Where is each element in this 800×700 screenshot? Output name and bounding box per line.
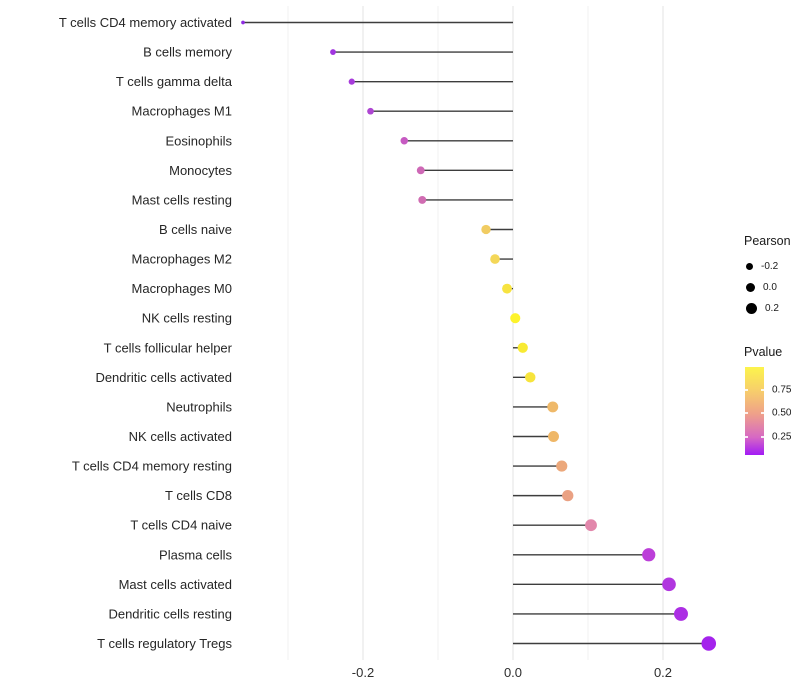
colorbar-tick-mark <box>745 412 748 414</box>
colorbar-tick-mark <box>745 436 748 438</box>
legend: Pearson -0.2 0.0 0.2 Pvalue 0.75 0.50 0.25 <box>744 234 800 457</box>
x-tick-label: 0.2 <box>654 665 672 680</box>
colorbar-tick-mark <box>761 389 764 391</box>
category-label: T cells regulatory Tregs <box>97 636 232 651</box>
category-label: Mast cells resting <box>132 192 232 207</box>
category-label: B cells naive <box>159 222 232 237</box>
data-point <box>662 577 676 592</box>
category-label: Monocytes <box>169 163 232 178</box>
data-point <box>502 283 512 294</box>
colorbar-tick-mark <box>761 436 764 438</box>
category-label: T cells CD4 naive <box>130 518 232 533</box>
colorbar-tick-mark <box>745 389 748 391</box>
data-point <box>548 431 559 442</box>
legend-size-item: 0.0 <box>744 277 800 298</box>
category-label: T cells follicular helper <box>104 340 233 355</box>
legend-pvalue-title: Pvalue <box>744 345 783 359</box>
category-label: Neutrophils <box>166 399 232 414</box>
legend-size-label: 0.0 <box>763 282 777 293</box>
legend-pearson-size: Pearson -0.2 0.0 0.2 <box>744 234 800 319</box>
category-label: B cells memory <box>143 45 232 60</box>
colorbar-tick-label: 0.75 <box>772 384 792 396</box>
data-point <box>674 606 688 621</box>
category-label: Macrophages M0 <box>132 281 232 296</box>
data-point <box>400 137 408 145</box>
data-point <box>510 313 521 324</box>
category-label: Plasma cells <box>159 547 232 562</box>
data-point <box>330 49 336 55</box>
data-point <box>490 254 500 264</box>
data-point <box>556 460 568 472</box>
legend-pvalue-colorbar: Pvalue 0.75 0.50 0.25 <box>744 345 800 457</box>
category-label: Macrophages M1 <box>132 104 232 119</box>
category-label: Dendritic cells activated <box>95 370 232 385</box>
legend-size-item: 0.2 <box>744 298 800 319</box>
legend-size-label: 0.2 <box>765 303 779 314</box>
category-label: T cells CD8 <box>165 488 232 503</box>
colorbar-tick-label: 0.25 <box>772 431 792 443</box>
colorbar-tick-mark <box>761 412 764 414</box>
data-point <box>525 372 536 383</box>
category-label: T cells CD4 memory activated <box>59 15 232 30</box>
colorbar-wrap: 0.75 0.50 0.25 <box>744 367 800 457</box>
category-label: Macrophages M2 <box>132 252 232 267</box>
legend-size-dot-icon <box>746 263 753 270</box>
category-label: T cells CD4 memory resting <box>72 459 232 474</box>
data-point <box>517 342 528 353</box>
category-label: Eosinophils <box>166 133 233 148</box>
x-tick-label: -0.2 <box>352 665 374 680</box>
data-point <box>585 519 597 532</box>
pvalue-gradient-bar <box>745 367 764 455</box>
data-point <box>367 107 374 115</box>
legend-pearson-title: Pearson <box>744 234 791 248</box>
legend-size-item: -0.2 <box>744 256 800 277</box>
category-label: Dendritic cells resting <box>108 606 232 621</box>
data-point <box>241 20 245 25</box>
category-label: NK cells activated <box>129 429 232 444</box>
data-point <box>642 548 656 562</box>
data-point <box>547 401 559 413</box>
category-label: Mast cells activated <box>119 577 232 592</box>
legend-size-dot-icon <box>746 303 757 314</box>
legend-pearson-items: -0.2 0.0 0.2 <box>744 256 800 319</box>
legend-size-dot-icon <box>746 283 755 292</box>
x-tick-label: 0.0 <box>504 665 522 680</box>
data-point <box>416 166 425 175</box>
data-point <box>701 636 717 651</box>
data-point <box>481 224 491 235</box>
colorbar-tick-label: 0.50 <box>772 407 792 419</box>
legend-size-label: -0.2 <box>761 261 779 272</box>
category-label: T cells gamma delta <box>116 74 233 89</box>
data-point <box>418 195 427 204</box>
category-label: NK cells resting <box>142 311 232 326</box>
data-point <box>348 78 355 85</box>
data-point <box>562 489 574 502</box>
